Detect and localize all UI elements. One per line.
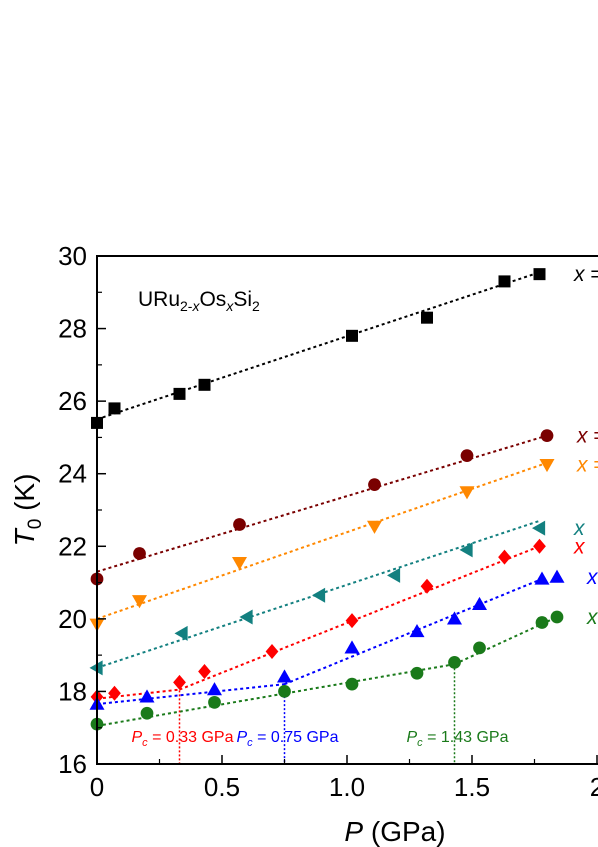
data-point bbox=[534, 571, 550, 585]
y-tick-label: 20 bbox=[58, 604, 87, 634]
data-point bbox=[533, 268, 546, 281]
data-point bbox=[108, 402, 121, 415]
y-tick-label: 28 bbox=[58, 314, 87, 344]
data-point bbox=[460, 449, 474, 462]
data-point bbox=[173, 674, 186, 690]
data-point bbox=[409, 624, 425, 638]
fit-line bbox=[454, 616, 558, 666]
fit-lines bbox=[96, 271, 558, 727]
data-point bbox=[410, 666, 424, 680]
data-point bbox=[540, 429, 554, 442]
data-point bbox=[420, 578, 434, 594]
data-point bbox=[198, 663, 211, 679]
critical-pressure-label: Pc = 1.43 GPa bbox=[406, 729, 508, 749]
data-point bbox=[173, 387, 186, 400]
x-tick-label: 0.5 bbox=[204, 772, 240, 802]
data-point bbox=[367, 520, 382, 534]
critical-pressure-lines bbox=[178, 664, 456, 764]
y-tick-label: 30 bbox=[58, 241, 87, 271]
data-point bbox=[265, 644, 279, 660]
data-point bbox=[459, 486, 475, 500]
data-point bbox=[233, 518, 246, 531]
fit-line bbox=[96, 683, 285, 706]
series-label: x bbox=[586, 566, 598, 589]
data-point bbox=[345, 677, 359, 691]
data-point bbox=[207, 682, 222, 696]
data-point bbox=[346, 329, 358, 342]
y-axis-label: T0 (K) bbox=[9, 474, 46, 547]
data-point bbox=[473, 641, 486, 655]
data-point bbox=[239, 609, 253, 625]
data-point bbox=[344, 640, 360, 654]
data-point bbox=[139, 689, 155, 703]
series-label: x bbox=[586, 606, 598, 629]
data-point bbox=[533, 538, 546, 554]
y-axis-ticks: 16 18 20 22 24 26 28 30 bbox=[58, 241, 106, 779]
data-point bbox=[539, 459, 555, 473]
critical-pressure-label: Pc = 0.33 GPa bbox=[131, 729, 233, 749]
critical-pressure-labels: Pc = 0.33 GPa Pc = 0.75 GPa Pc = 1.43 GPa bbox=[131, 729, 508, 749]
data-point bbox=[498, 549, 511, 565]
data-point bbox=[278, 685, 291, 698]
data-points bbox=[89, 268, 565, 731]
data-point bbox=[198, 378, 211, 391]
data-point bbox=[498, 275, 511, 288]
fit-line bbox=[96, 688, 180, 700]
data-point bbox=[208, 695, 221, 709]
series-label: x bbox=[573, 517, 586, 540]
data-point bbox=[549, 569, 565, 583]
series-label: x bbox=[573, 535, 586, 558]
data-point bbox=[108, 685, 121, 701]
data-point bbox=[133, 547, 146, 560]
x-axis-label: P (GPa) bbox=[344, 816, 445, 847]
x-tick-label: 0 bbox=[90, 772, 104, 802]
data-point bbox=[535, 616, 549, 629]
data-point bbox=[421, 311, 433, 324]
critical-pressure-label: Pc = 0.75 GPa bbox=[236, 729, 338, 749]
fit-line bbox=[96, 434, 548, 573]
data-point bbox=[447, 611, 462, 625]
x-axis-ticks: 0 0.5 1.0 1.5 2 bbox=[90, 755, 598, 802]
data-point bbox=[532, 520, 546, 536]
x-tick-label: 1.0 bbox=[329, 772, 365, 802]
data-point bbox=[472, 596, 487, 610]
data-point bbox=[232, 556, 247, 571]
series-label: x = bbox=[576, 425, 598, 448]
compound-label: URu2-xOsxSi2 bbox=[138, 288, 260, 314]
data-point bbox=[459, 542, 473, 558]
data-point bbox=[345, 613, 359, 629]
data-point bbox=[368, 478, 381, 491]
fit-line bbox=[96, 663, 455, 727]
data-point bbox=[277, 669, 292, 683]
x-tick-label: 1.5 bbox=[454, 772, 490, 802]
data-point bbox=[312, 587, 326, 603]
x-tick-label: 2 bbox=[590, 772, 598, 802]
series-label: x = bbox=[573, 263, 598, 286]
fit-line bbox=[179, 545, 540, 691]
y-tick-label: 24 bbox=[58, 459, 87, 489]
data-point bbox=[387, 567, 401, 583]
data-point bbox=[174, 625, 188, 641]
data-point bbox=[448, 656, 461, 669]
y-tick-label: 16 bbox=[58, 749, 87, 779]
data-point bbox=[132, 595, 147, 609]
y-tick-label: 22 bbox=[58, 531, 87, 561]
series-label: x = bbox=[576, 454, 598, 477]
data-point bbox=[550, 610, 564, 624]
y-tick-label: 18 bbox=[58, 676, 87, 706]
data-point bbox=[140, 706, 154, 720]
y-tick-label: 26 bbox=[58, 386, 87, 416]
